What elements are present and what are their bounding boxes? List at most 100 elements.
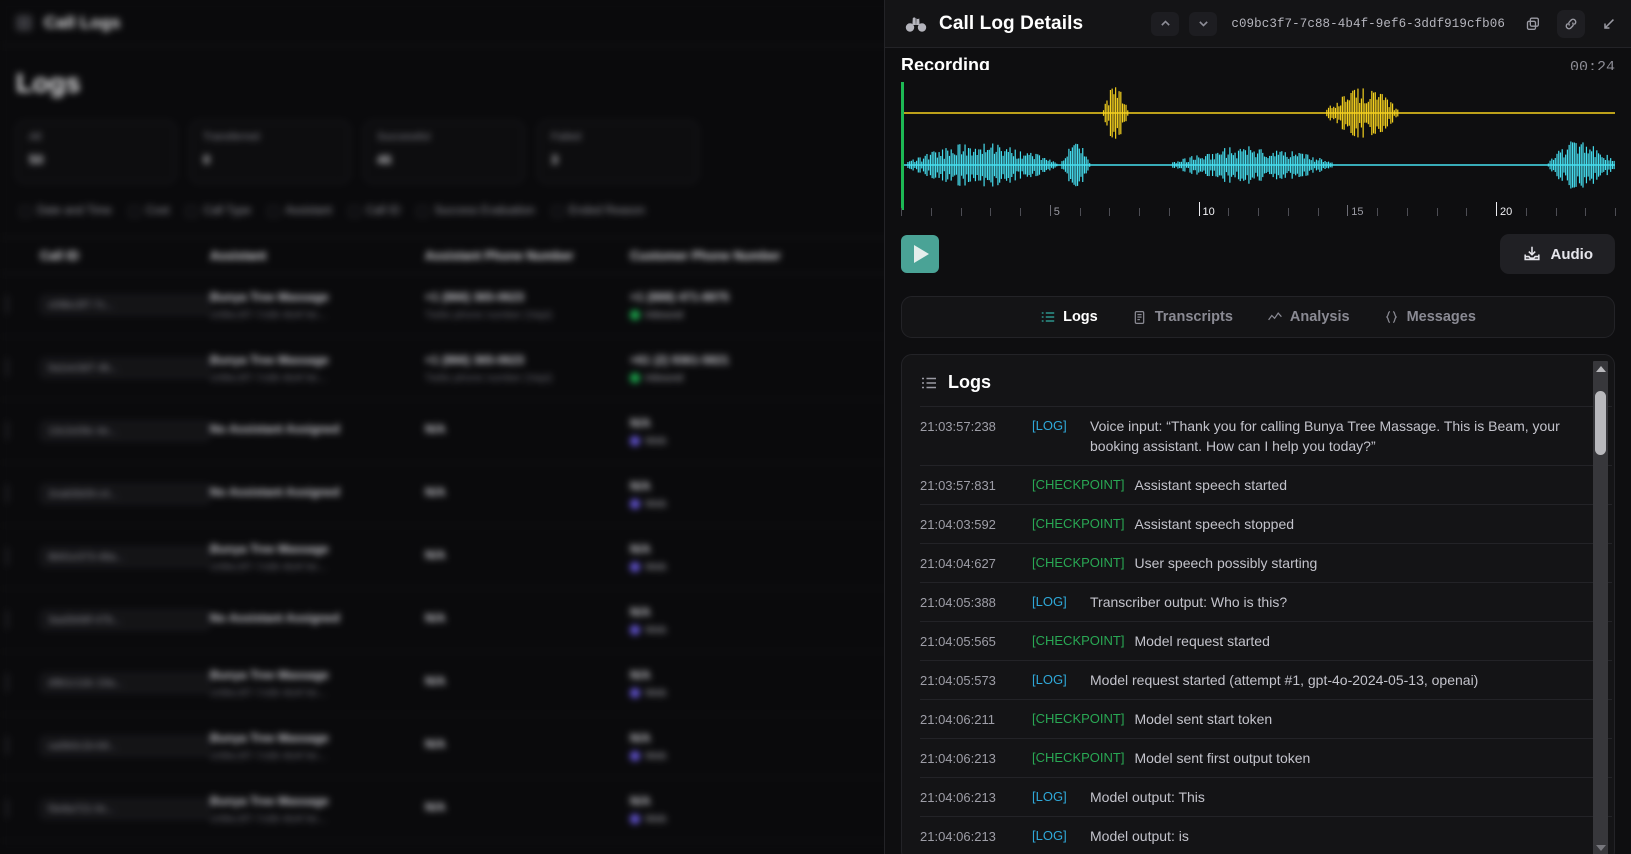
- ruler-tick: [990, 208, 992, 216]
- tab-logs[interactable]: Logs: [1038, 305, 1100, 329]
- log-tag: [CHECKPOINT]: [1032, 711, 1125, 726]
- logs-list: 21:03:57:238 [LOG] Voice input: “Thank you…: [920, 406, 1612, 854]
- background-stat-card: Transferred 0: [190, 121, 350, 183]
- stat-value: 3: [551, 152, 559, 167]
- ruler-tick: [1466, 208, 1468, 216]
- log-tag: [CHECKPOINT]: [1032, 477, 1125, 492]
- scrollbar-thumb[interactable]: [1595, 390, 1606, 456]
- status-badge: Inbound: [630, 372, 830, 384]
- tab-label: Logs: [1063, 309, 1098, 325]
- row-checkbox: [6, 547, 8, 566]
- cell-customer-phone: N/A: [630, 478, 651, 493]
- log-entry: 21:04:06:213 [LOG] Model output: is: [920, 817, 1612, 854]
- waveform-canvas[interactable]: [901, 82, 1615, 194]
- log-tag: [LOG]: [1032, 828, 1067, 843]
- background-filter-chip: Ended Reason: [551, 205, 645, 217]
- cell-customer-phone: N/A: [630, 604, 651, 619]
- cell-assistant-sub: c09bc3f7-7c88-4b4f-9e...: [210, 686, 327, 699]
- ruler-tick: [1317, 208, 1319, 216]
- cell-assistant-sub: c09bc3f7-7c88-4b4f-9e...: [210, 812, 327, 825]
- ruler-tick: [1615, 208, 1616, 216]
- logs-scrollbar[interactable]: [1593, 361, 1608, 854]
- background-filter-chip: Call Type: [186, 205, 251, 217]
- ruler-tick: [1258, 208, 1259, 216]
- stat-label: All: [29, 131, 42, 143]
- log-timestamp: 21:04:04:627: [920, 556, 996, 571]
- log-timestamp: 21:04:06:213: [920, 829, 996, 844]
- status-label: Web: [645, 686, 667, 699]
- copy-call-id-button[interactable]: [1519, 10, 1547, 38]
- cell-assistant-phone: +1 (866) 365-0623: [425, 352, 525, 367]
- log-message: Model sent start token: [1134, 711, 1273, 727]
- background-app-title: Call Logs: [44, 12, 121, 32]
- tab-analysis[interactable]: Analysis: [1265, 305, 1352, 329]
- chevron-up-icon: [1161, 20, 1170, 26]
- playhead[interactable]: [901, 82, 904, 210]
- cell-assistant: No Assistant Assigned: [210, 421, 340, 436]
- collapse-drawer-button[interactable]: [1595, 10, 1623, 38]
- log-entry: 21:04:06:213 [CHECKPOINT] Model sent first…: [920, 739, 1612, 778]
- ruler-tick: [930, 208, 932, 216]
- filter-label: Call ID: [365, 205, 401, 217]
- tab-transcripts[interactable]: Transcripts: [1130, 305, 1235, 329]
- status-label: Inbound: [645, 371, 683, 384]
- scroll-up-icon[interactable]: [1593, 361, 1608, 376]
- cell-call-id: d9b1c1dc-19a...: [40, 673, 210, 693]
- cell-assistant-sub: c09bc3f7-7c88-4b4f-9e...: [210, 308, 327, 321]
- log-message: Assistant speech started: [1134, 477, 1287, 493]
- drawer-title: Call Log Details: [939, 12, 1084, 34]
- stat-value: 46: [377, 152, 392, 167]
- plus-icon: [417, 205, 429, 217]
- waveform[interactable]: 5 10 15 20: [901, 82, 1616, 222]
- log-timestamp: 21:03:57:831: [920, 478, 996, 493]
- play-button[interactable]: [901, 235, 939, 273]
- filter-label: Assistant: [285, 205, 332, 217]
- status-badge: Web: [630, 687, 830, 699]
- cell-assistant-phone: N/A: [425, 799, 446, 814]
- copy-link-button[interactable]: [1557, 9, 1585, 38]
- row-checkbox: [6, 799, 8, 818]
- call-id-text: c09bc3f7-7c88-4b4f-9ef6-3ddf919cfb06: [1231, 16, 1505, 31]
- ruler-tick: [1496, 202, 1497, 216]
- stat-label: Successful: [377, 131, 431, 143]
- ruler-tick: [1020, 208, 1021, 216]
- tab-label: Transcripts: [1154, 309, 1233, 325]
- ruler-tick: [1109, 208, 1111, 216]
- previous-call-button[interactable]: [1151, 11, 1180, 36]
- column-header-assistant: Assistant: [210, 248, 267, 263]
- log-message: Model request started (attempt #1, gpt-4…: [1090, 672, 1479, 688]
- row-checkbox: [6, 484, 8, 503]
- scroll-down-icon[interactable]: [1593, 840, 1608, 854]
- log-timestamp: 21:04:05:573: [920, 673, 996, 688]
- table-row: d9b1c1dc-19a... Bunya Tree Massage c09bc3f…: [0, 652, 900, 715]
- next-call-button[interactable]: [1189, 11, 1218, 36]
- cell-assistant-phone: +1 (866) 365-0623: [425, 289, 525, 304]
- log-timestamp: 21:04:06:211: [920, 712, 995, 727]
- status-badge: Web: [630, 561, 830, 573]
- filter-label: Cost: [145, 205, 170, 217]
- table-row: 0a1ee3d7-4b... Bunya Tree Massage c09bc3f7…: [0, 337, 900, 400]
- download-audio-label: Audio: [1550, 245, 1594, 263]
- plus-icon: [186, 205, 198, 217]
- chart-line-icon: [1267, 309, 1283, 325]
- log-tag: [LOG]: [1032, 789, 1067, 804]
- tab-messages[interactable]: Messages: [1382, 305, 1478, 329]
- tab-label: Analysis: [1289, 309, 1350, 325]
- ruler-label: 20: [1500, 206, 1513, 218]
- log-timestamp: 21:04:06:213: [920, 751, 996, 766]
- table-row: 3aa5b68f-47b... No Assistant Assigned N/A N…: [0, 589, 900, 652]
- cell-assistant: No Assistant Assigned: [210, 484, 340, 499]
- background-filter-chip: Assistant: [268, 205, 332, 217]
- background-page-title: Logs: [16, 68, 81, 98]
- cell-assistant-phone-sub: Twilio phone number (Vapi): [425, 371, 553, 384]
- download-audio-button[interactable]: Audio: [1499, 234, 1615, 274]
- cell-customer-phone: +1 (888) 471-8875: [630, 289, 730, 304]
- call-log-details-drawer: Call Log Details c09bc3f7-7c88-4b4f-9ef6…: [884, 0, 1631, 854]
- cell-assistant-phone-sub: Twilio phone number (Vapi): [425, 308, 553, 321]
- row-checkbox: [6, 358, 8, 377]
- plus-icon: [551, 205, 563, 217]
- log-entry: 21:04:06:213 [LOG] Model output: This: [920, 778, 1612, 817]
- ruler-tick: [1139, 208, 1140, 216]
- cell-call-id: 0a1ee3d7-4b...: [40, 358, 210, 378]
- cell-assistant: Bunya Tree Massage: [210, 793, 329, 808]
